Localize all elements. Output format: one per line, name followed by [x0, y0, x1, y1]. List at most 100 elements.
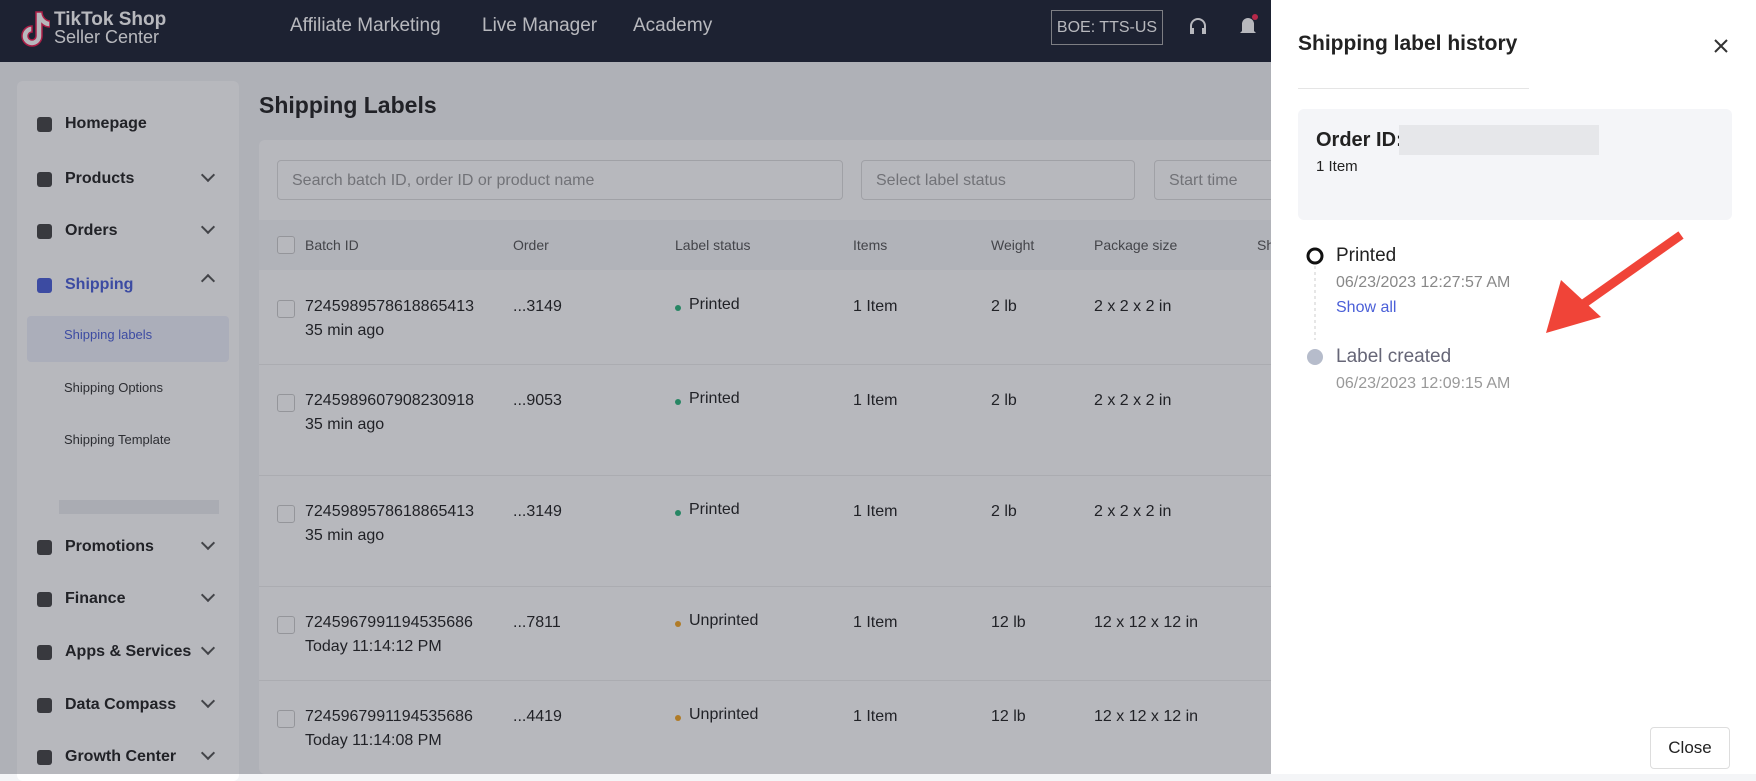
checkbox: [277, 236, 295, 254]
batch-time: Today 11:14:12 PM: [305, 638, 442, 655]
checkbox: [277, 505, 295, 523]
label-status: Unprinted: [689, 612, 759, 629]
row-divider: [259, 586, 1271, 587]
checkbox: [277, 710, 295, 728]
row-divider: [259, 364, 1271, 365]
items: 1 Item: [853, 298, 898, 315]
divider: [1298, 88, 1529, 89]
menu-icon: [37, 592, 52, 607]
package-size: 12 x 12 x 12 in: [1094, 708, 1199, 725]
order-id: Order ID: 5: [1316, 129, 1420, 151]
label-status: Printed: [689, 296, 740, 313]
drawer: Shipping label history Order ID: 5 1 Ite…: [1271, 0, 1756, 774]
event-time: 06/23/2023 12:09:15 AM: [1336, 375, 1511, 392]
menu-item[interactable]: Apps & Services: [65, 643, 192, 660]
submenu-item[interactable]: Shipping Template: [64, 432, 171, 447]
menu-item[interactable]: Shipping: [65, 276, 134, 293]
label-status: Printed: [689, 390, 740, 407]
menu-item[interactable]: Data Compass: [65, 696, 177, 713]
batch-id: 7245967991194535686: [305, 614, 473, 631]
menu-item[interactable]: Orders: [65, 222, 118, 239]
redacted: [1399, 125, 1599, 155]
drawer-close-icon[interactable]: [1713, 38, 1729, 54]
column-header: Items: [853, 237, 888, 253]
package-size: 2 x 2 x 2 in: [1094, 503, 1172, 520]
notification-icon[interactable]: [1236, 13, 1260, 39]
menu-icon: [37, 278, 52, 293]
table-header: [259, 220, 1279, 270]
batch-id: 7245989607908230918: [305, 392, 475, 409]
overlay[interactable]: [0, 0, 1271, 774]
annotation-arrow: [1546, 231, 1684, 333]
menu-icon: [37, 645, 52, 660]
sidebar: Homepage Products Orders Shipping Shipping l…: [17, 81, 239, 781]
items: 1 Item: [853, 392, 898, 409]
items: 1 Item: [853, 503, 898, 520]
logo-icon: [21, 11, 50, 47]
menu-icon: [37, 750, 52, 765]
column-header: Batch ID: [305, 237, 359, 253]
order-items: 1 Item: [1316, 158, 1358, 175]
package-size: 2 x 2 x 2 in: [1094, 392, 1172, 409]
close-button[interactable]: Close: [1650, 727, 1730, 769]
drawer-title: Shipping label history: [1298, 32, 1518, 55]
menu-icon: [37, 698, 52, 713]
order-id: ...3149: [513, 503, 562, 520]
batch-time: 35 min ago: [305, 322, 385, 339]
label-status: Printed: [689, 501, 740, 518]
nav-link[interactable]: Academy: [633, 15, 713, 36]
order-id: ...4419: [513, 708, 562, 725]
nav-link[interactable]: Live Manager: [482, 15, 598, 36]
event-time: 06/23/2023 12:27:57 AM: [1336, 274, 1511, 291]
active-item-bg: [27, 316, 229, 362]
logo-text-1: TikTok Shop: [54, 9, 167, 30]
menu-item[interactable]: Growth Center: [65, 748, 177, 765]
batch-time: 35 min ago: [305, 416, 385, 433]
weight: 2 lb: [991, 392, 1017, 409]
column-header: Weight: [991, 237, 1035, 253]
event-status: Label created: [1336, 346, 1452, 367]
region-selector[interactable]: BOE: TTS-US: [1051, 10, 1163, 45]
checkbox: [277, 300, 295, 318]
weight: 12 lb: [991, 614, 1026, 631]
nav-link[interactable]: Affiliate Marketing: [290, 15, 441, 36]
status-dot: [675, 621, 681, 627]
batch-time: Today 11:14:08 PM: [305, 732, 442, 749]
batch-id: 7245967991194535686: [305, 708, 473, 725]
submenu-item[interactable]: Shipping labels: [64, 327, 153, 342]
submenu-item[interactable]: Shipping Options: [64, 380, 164, 395]
menu-icon: [37, 540, 52, 555]
order-id: ...3149: [513, 298, 562, 315]
order-id: ...7811: [513, 614, 561, 631]
column-header: Order: [513, 237, 549, 253]
timeline: [1306, 247, 1324, 365]
menu-icon: [37, 117, 52, 132]
column-header: Label status: [675, 237, 751, 253]
weight: 12 lb: [991, 708, 1026, 725]
show-all-link[interactable]: Show all: [1336, 299, 1397, 316]
row-divider: [259, 475, 1271, 476]
logo-text-2: Seller Center: [54, 27, 160, 47]
menu-icon: [37, 172, 52, 187]
column-header: Package size: [1094, 237, 1178, 253]
status-dot: [675, 305, 681, 311]
support-icon[interactable]: [1186, 15, 1210, 39]
menu-item[interactable]: Finance: [65, 590, 126, 607]
start-time-input[interactable]: Start time: [1154, 160, 1284, 200]
redacted: [59, 500, 219, 514]
checkbox: [277, 616, 295, 634]
search-input[interactable]: Search batch ID, order ID or product nam…: [277, 160, 843, 200]
row-divider: [259, 680, 1271, 681]
menu-item[interactable]: Promotions: [65, 538, 154, 555]
status-dot: [675, 715, 681, 721]
menu-item[interactable]: Products: [65, 170, 135, 187]
status-select[interactable]: Select label status: [861, 160, 1135, 200]
batch-id: 7245989578618865413: [305, 503, 475, 520]
checkbox: [277, 394, 295, 412]
batch-time: 35 min ago: [305, 527, 385, 544]
menu-item[interactable]: Homepage: [65, 115, 147, 132]
label-status: Unprinted: [689, 706, 759, 723]
package-size: 2 x 2 x 2 in: [1094, 298, 1172, 315]
page-title: Shipping Labels: [259, 92, 437, 118]
